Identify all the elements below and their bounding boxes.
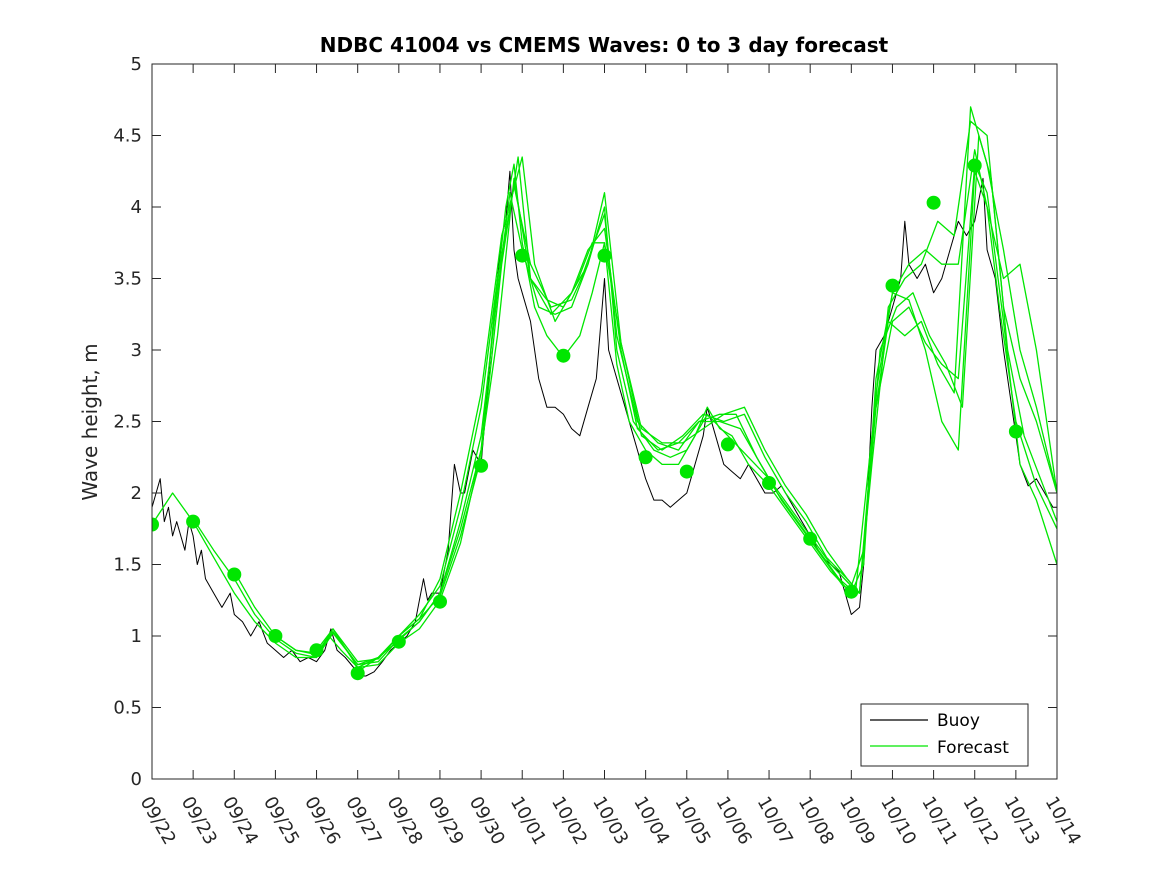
x-tick-label: 10/13 [1000,793,1044,848]
forecast-marker-5 [350,666,365,681]
x-tick-label: 10/11 [917,793,961,848]
forecast-marker-8 [474,458,489,473]
x-tick-label: 09/22 [136,793,180,848]
legend: Buoy Forecast [860,703,1029,767]
forecast-marker-3 [268,629,283,643]
forecast-series-line-4 [275,106,1057,666]
y-tick-label: 1 [131,626,142,647]
forecast-marker-1 [186,514,201,529]
y-tick-label: 5 [131,54,142,75]
forecast-marker-2 [227,567,242,582]
forecast-marker-16 [803,531,818,546]
plot-area [152,106,1057,681]
forecast-marker-15 [762,476,776,490]
y-tick-label: 2.5 [113,412,142,433]
x-tick-label: 09/30 [465,793,509,848]
x-tick-label: 10/03 [588,793,632,848]
forecast-series-line-5 [315,163,1057,669]
forecast-marker-10 [556,348,571,363]
x-tick-label: 10/12 [958,793,1002,848]
forecast-series-line-1 [152,149,1057,669]
x-tick-label: 10/07 [753,793,797,848]
x-tick-label: 09/29 [424,793,468,848]
axes-box [151,63,1058,780]
x-tick-label: 09/28 [382,793,426,848]
y-tick-label: 0.5 [113,698,142,719]
x-tick-label: 10/10 [876,793,920,848]
forecast-marker-18 [885,278,900,293]
y-tick-label: 4.5 [113,126,142,147]
forecast-marker-17 [844,584,859,599]
forecast-marker-0 [152,517,159,532]
x-tick-label: 10/01 [506,793,550,848]
x-tick-label: 10/04 [629,793,673,848]
x-tick-label: 09/24 [218,793,262,848]
x-tick-label: 10/09 [835,793,879,848]
forecast-marker-7 [433,594,447,609]
x-tick-label: 09/23 [177,793,221,848]
y-tick-label: 3 [131,340,142,361]
forecast-marker-11 [597,248,612,263]
legend-label-forecast: Forecast [937,738,1009,758]
y-tick-label: 0 [131,769,142,790]
legend-label-buoy: Buoy [937,711,980,731]
x-tick-label: 10/08 [794,793,838,848]
x-tick-label: 10/14 [1041,793,1085,848]
x-tick-label: 09/27 [341,793,385,848]
x-tick-label: 10/02 [547,793,591,848]
y-tick-label: 1.5 [113,555,142,576]
forecast-marker-12 [638,450,653,465]
y-tick-label: 2 [131,483,142,504]
forecast-series-line-6 [357,156,1057,673]
x-tick-label: 10/05 [670,793,714,848]
y-tick-label: 4 [131,197,142,218]
x-tick-label: 09/25 [259,793,303,848]
forecast-marker-19 [926,195,941,210]
forecast-marker-13 [679,464,694,479]
forecast-marker-9 [515,248,530,263]
y-tick-label: 3.5 [113,269,142,290]
chart-title: NDBC 41004 vs CMEMS Waves: 0 to 3 day fo… [320,33,889,57]
legend-box [860,703,1029,767]
forecast-marker-21 [1008,424,1023,439]
forecast-marker-20 [967,158,982,173]
forecast-marker-4 [309,643,324,658]
y-axis-label: Wave height, m [78,343,102,500]
forecast-marker-14 [720,437,735,452]
x-tick-label: 09/26 [300,793,344,848]
forecast-marker-6 [391,634,406,649]
x-tick-label: 10/06 [712,793,756,848]
